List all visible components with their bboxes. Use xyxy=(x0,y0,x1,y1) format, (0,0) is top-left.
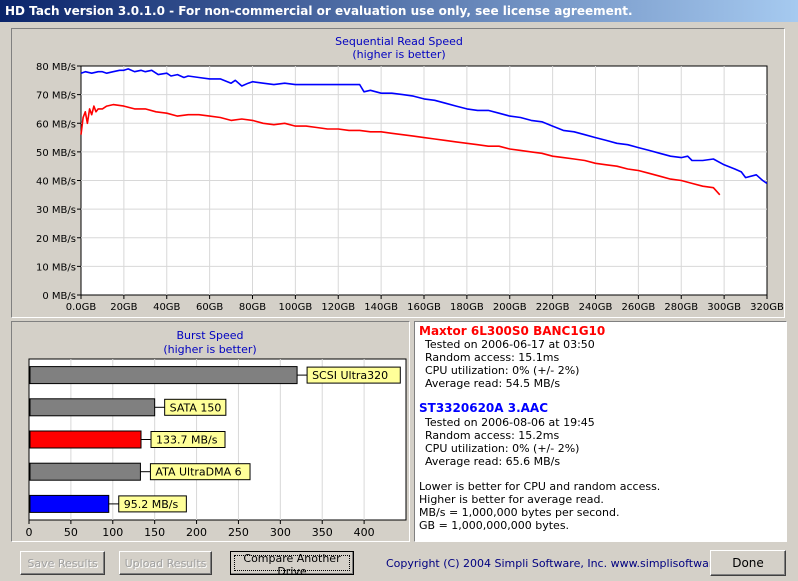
note-line-1: Lower is better for CPU and random acces… xyxy=(419,480,661,493)
seq-x-tick-label: 100GB xyxy=(279,302,313,313)
burst-x-tick-label: 300 xyxy=(270,526,291,539)
upload-results-button[interactable]: Upload Results xyxy=(119,551,212,575)
sequential-chart-panel: Sequential Read Speed (higher is better)… xyxy=(11,28,785,318)
burst-bar xyxy=(29,494,110,513)
burst-chart-title: Burst Speed xyxy=(176,329,243,342)
seq-x-tick-label: 260GB xyxy=(622,302,656,313)
seq-series-line-1 xyxy=(80,68,768,185)
seq-x-tick-label: 140GB xyxy=(364,302,398,313)
burst-x-tick-label: 100 xyxy=(102,526,123,539)
seq-y-tick-label: 50 MB/s xyxy=(36,148,76,159)
window-title: HD Tach version 3.0.1.0 - For non-commer… xyxy=(5,4,633,18)
burst-bar-label: SATA 150 xyxy=(170,401,222,414)
burst-bar-label: 95.2 MB/s xyxy=(124,498,179,511)
burst-x-tick-label: 400 xyxy=(354,526,375,539)
burst-x-tick-label: 200 xyxy=(186,526,207,539)
compare-another-drive-button[interactable]: Compare Another Drive xyxy=(230,551,354,578)
seq-y-tick-label: 60 MB/s xyxy=(36,119,76,130)
save-results-button[interactable]: Save Results xyxy=(20,551,105,575)
burst-chart: Burst Speed (higher is better) SCSI Ultr… xyxy=(26,329,407,539)
seq-x-tick-label: 300GB xyxy=(707,302,741,313)
seq-x-tick-label: 0.0GB xyxy=(66,302,97,313)
drive2-tested: Tested on 2006-08-06 at 19:45 xyxy=(425,416,595,429)
burst-x-tick-label: 350 xyxy=(312,526,333,539)
burst-x-tick-label: 150 xyxy=(144,526,165,539)
burst-bar-label: 133.7 MB/s xyxy=(156,434,218,447)
burst-bar xyxy=(29,366,298,385)
seq-x-tick-label: 20GB xyxy=(110,302,137,313)
drive1-name: Maxtor 6L300S0 BANC1G10 xyxy=(419,324,606,338)
burst-label-box xyxy=(306,366,401,384)
seq-y-tick-label: 0 MB/s xyxy=(42,291,76,302)
sequential-chart: Sequential Read Speed (higher is better)… xyxy=(36,35,784,313)
burst-chart-subtitle: (higher is better) xyxy=(163,343,256,356)
seq-y-tick-label: 20 MB/s xyxy=(36,234,76,245)
seq-x-tick-label: 40GB xyxy=(153,302,180,313)
drive1-random-access: Random access: 15.1ms xyxy=(425,351,560,364)
burst-bar xyxy=(29,398,156,417)
burst-chart-panel: Burst Speed (higher is better) SCSI Ultr… xyxy=(11,321,410,542)
seq-y-tick-label: 10 MB/s xyxy=(36,262,76,273)
burst-x-tick-label: 250 xyxy=(228,526,249,539)
seq-x-tick-label: 60GB xyxy=(196,302,223,313)
compare-button-label: Compare Another Drive xyxy=(243,552,341,578)
drive1-tested: Tested on 2006-06-17 at 03:50 xyxy=(425,338,595,351)
burst-bar xyxy=(29,430,142,449)
burst-label-box xyxy=(118,495,187,513)
seq-x-tick-label: 200GB xyxy=(493,302,527,313)
done-button[interactable]: Done xyxy=(710,550,786,576)
burst-bar xyxy=(29,462,141,481)
note-line-4: GB = 1,000,000,000 bytes. xyxy=(419,519,570,532)
seq-x-tick-label: 160GB xyxy=(407,302,441,313)
burst-bar-label: SCSI Ultra320 xyxy=(312,369,388,382)
seq-chart-title: Sequential Read Speed xyxy=(335,35,463,48)
seq-x-tick-label: 220GB xyxy=(536,302,570,313)
drive2-name: ST3320620A 3.AAC xyxy=(419,401,549,415)
seq-chart-subtitle: (higher is better) xyxy=(352,48,445,61)
seq-y-tick-label: 30 MB/s xyxy=(36,205,76,216)
burst-x-tick-label: 0 xyxy=(26,526,33,539)
seq-y-tick-label: 80 MB/s xyxy=(36,62,76,73)
seq-series-line-2 xyxy=(80,103,721,196)
seq-x-tick-label: 180GB xyxy=(450,302,484,313)
copyright-text: Copyright (C) 2004 Simpli Software, Inc.… xyxy=(386,557,747,570)
burst-label-box xyxy=(149,463,251,481)
window-title-bar[interactable]: HD Tach version 3.0.1.0 - For non-commer… xyxy=(0,0,798,22)
drive2-random-access: Random access: 15.2ms xyxy=(425,429,560,442)
drive2-cpu: CPU utilization: 0% (+/- 2%) xyxy=(425,442,580,455)
seq-x-tick-label: 80GB xyxy=(239,302,266,313)
burst-label-box xyxy=(164,398,227,416)
seq-x-tick-label: 120GB xyxy=(321,302,355,313)
note-line-2: Higher is better for average read. xyxy=(419,493,604,506)
burst-label-box xyxy=(150,431,226,448)
burst-x-tick-label: 50 xyxy=(64,526,78,539)
seq-y-tick-label: 40 MB/s xyxy=(36,177,76,188)
seq-x-tick-label: 320GB xyxy=(750,302,784,313)
burst-bar-label: ATA UltraDMA 6 xyxy=(155,466,241,479)
seq-x-tick-label: 280GB xyxy=(664,302,698,313)
seq-y-tick-label: 70 MB/s xyxy=(36,91,76,102)
focus-rectangle xyxy=(234,555,350,571)
drive2-average-read: Average read: 65.6 MB/s xyxy=(425,455,561,468)
drive1-average-read: Average read: 54.5 MB/s xyxy=(425,377,561,390)
note-line-3: MB/s = 1,000,000 bytes per second. xyxy=(419,506,620,519)
results-info-panel: Maxtor 6L300S0 BANC1G10 Tested on 2006-0… xyxy=(414,321,787,542)
seq-x-tick-label: 240GB xyxy=(579,302,613,313)
drive1-cpu: CPU utilization: 0% (+/- 2%) xyxy=(425,364,580,377)
